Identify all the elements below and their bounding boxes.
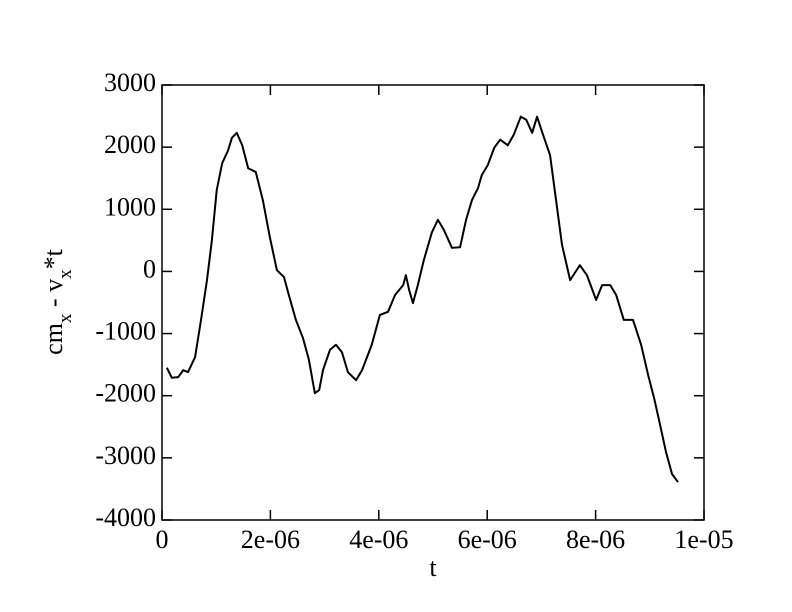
y-tick-label: 3000	[104, 68, 156, 97]
x-tick-label: 2e-06	[241, 525, 300, 554]
y-axis-label-part: cm	[39, 323, 68, 355]
y-axis-label-part: x	[55, 313, 76, 323]
y-tick-label: -1000	[95, 317, 156, 346]
y-tick-label: 0	[143, 254, 156, 283]
data-line	[165, 115, 679, 483]
x-axis-label: t	[429, 553, 437, 582]
x-tick-label: 6e-06	[458, 525, 517, 554]
y-axis-label-part: - v	[39, 279, 68, 314]
x-tick-label: 8e-06	[566, 525, 625, 554]
y-axis-label: cmx - vx*t	[39, 248, 76, 354]
y-tick-label: 1000	[104, 192, 156, 221]
y-tick-label: -2000	[95, 379, 156, 408]
y-axis-label-part: *t	[39, 248, 68, 269]
y-tick-label: -4000	[95, 503, 156, 532]
x-tick-label: 0	[156, 525, 169, 554]
x-tick-label: 1e-05	[674, 525, 733, 554]
y-axis-label-part: x	[55, 269, 76, 279]
plot-frame	[161, 84, 705, 521]
y-tick-label: -3000	[95, 441, 156, 470]
y-tick-label: 2000	[104, 130, 156, 159]
x-tick-label: 4e-06	[349, 525, 408, 554]
